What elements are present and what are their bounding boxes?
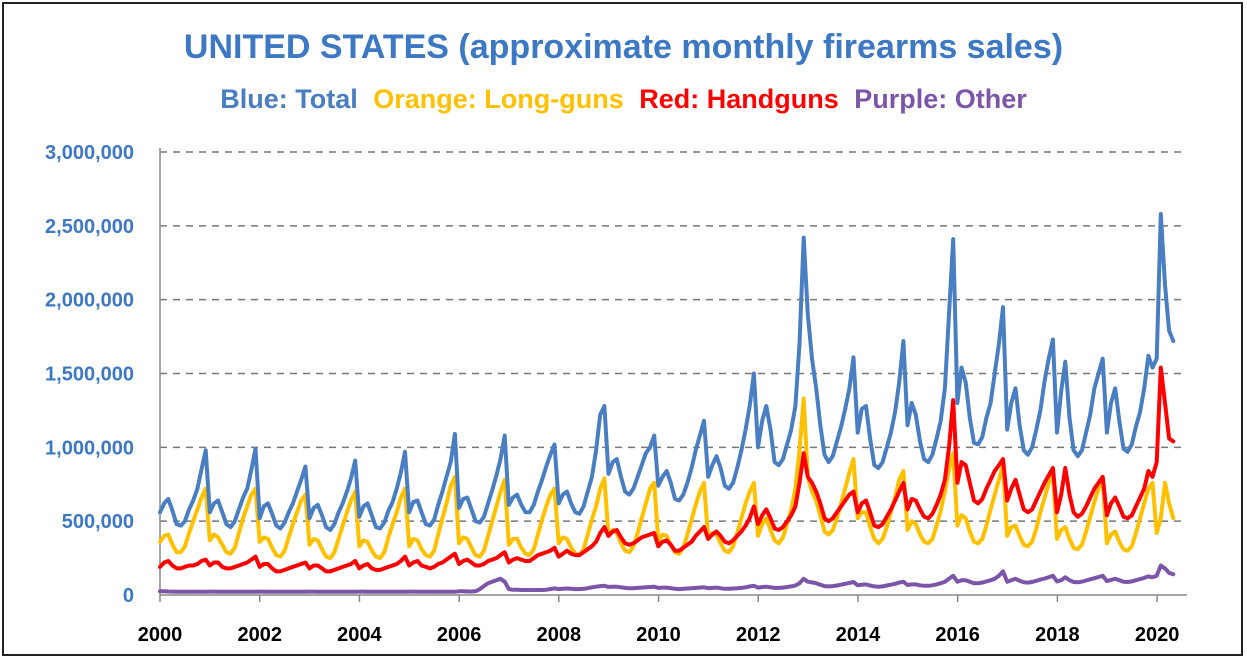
y-tick-label: 2,500,000	[45, 216, 134, 238]
y-tick-label: 1,000,000	[45, 437, 134, 459]
chart-title: UNITED STATES (approximate monthly firea…	[183, 28, 1064, 66]
series-handguns-line	[158, 365, 1176, 574]
x-tick-label: 2002	[237, 624, 282, 646]
series-lines	[158, 212, 1176, 594]
series-other-line	[158, 563, 1176, 594]
x-tick-label: 2014	[836, 624, 881, 646]
x-tick-label: 2008	[537, 624, 582, 646]
y-tick-label: 0	[123, 585, 134, 607]
x-tick-label: 2016	[935, 624, 980, 646]
y-tick-label: 3,000,000	[45, 142, 134, 164]
legend-other: Purple: Other	[854, 84, 1027, 114]
chart-legend: Blue: Total Orange: Long-guns Red: Handg…	[0, 84, 1247, 115]
y-tick-label: 2,000,000	[45, 290, 134, 312]
x-tick-label: 2006	[437, 624, 482, 646]
legend-total: Blue: Total	[220, 84, 358, 114]
y-axis-ticks: 3,000,000 2,500,000 2,000,000 1,500,000 1,00…	[45, 142, 134, 607]
gridlines	[160, 151, 1187, 522]
axes	[159, 148, 1187, 602]
y-tick-label: 500,000	[62, 511, 134, 533]
y-tick-label: 1,500,000	[45, 364, 134, 386]
x-tick-label: 2010	[636, 624, 681, 646]
x-tick-label: 2012	[736, 624, 781, 646]
x-tick-label: 2018	[1035, 624, 1080, 646]
legend-long-guns: Orange: Long-guns	[373, 84, 624, 114]
series-total-line	[158, 212, 1176, 532]
x-tick-label: 2020	[1135, 624, 1180, 646]
legend-handguns: Red: Handguns	[639, 84, 839, 114]
x-tick-label: 2004	[337, 624, 382, 646]
x-axis-ticks: 2000 2002 2004 2006 2008 2010 2012 2014 2016 2018…	[138, 624, 1180, 646]
x-tick-label: 2000	[138, 624, 183, 646]
